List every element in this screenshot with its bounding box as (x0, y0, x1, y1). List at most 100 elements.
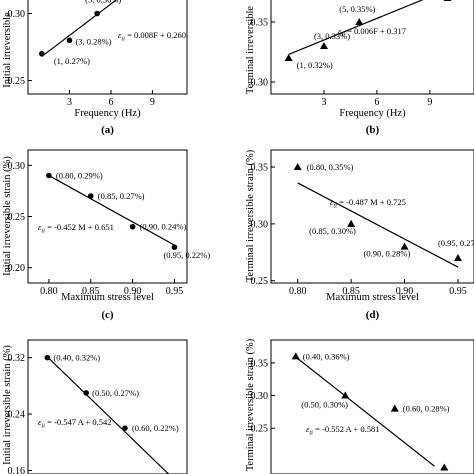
x-tick-label: 0.85 (342, 286, 360, 297)
y-tick-label: 0.30 (251, 219, 269, 230)
equation-label: εii = -0.452 M + 0.651 (38, 222, 114, 235)
y-axis-label: Initial irreversible (2, 12, 13, 88)
data-point-label: (0.85, 0.30%) (309, 226, 356, 236)
data-point-label: (1, 0.27%) (54, 56, 90, 66)
fit-line (48, 175, 175, 246)
y-tick-label: 0.24 (8, 410, 26, 421)
plot-frame (270, 149, 474, 284)
x-tick-label: 0.90 (396, 286, 414, 297)
x-tick-label: 0.95 (449, 286, 467, 297)
data-point-triangle (291, 352, 300, 360)
data-point-label: (0.90, 0.24%) (140, 222, 187, 232)
chart-panel-5: 0.16 0.24 0.32 (0.40, 0.32%) (0.50, 0.27%) (0… (2, 339, 188, 474)
data-point-circle (87, 193, 94, 199)
x-tick-label: 0.90 (124, 286, 142, 297)
data-point-triangle (390, 404, 399, 412)
fit-line (46, 356, 170, 474)
plot-frame (270, 0, 474, 95)
equation-label: εii = 0.008F + 0.260 (118, 30, 186, 43)
y-tick-label: 0.30 (8, 161, 26, 172)
y-axis-label: Terminal irreversible strain (%) (245, 338, 256, 471)
data-point-label: (0.40, 0.36%) (303, 351, 350, 361)
data-point-label: (0.95, 0.22%) (163, 250, 210, 260)
plot-frame (270, 339, 474, 474)
chart-panel-2: 0.30 0.35 3 6 9 (1, 0.32%) (3, 0.33%) (5, 0.35%… (245, 0, 474, 136)
data-point-triangle (319, 42, 328, 49)
data-point-triangle (443, 0, 452, 1)
x-tick-label: 0.80 (289, 286, 307, 297)
data-point-circle (94, 10, 100, 17)
y-axis-label: Terminal irreversible strain (%) (245, 149, 256, 282)
data-point-circle (46, 172, 52, 179)
data-point-label: (0.60, 0.28%) (403, 404, 450, 414)
y-tick-label: 0.20 (8, 263, 26, 274)
y-tick-label: 0.30 (251, 78, 269, 89)
x-tick-label: 9 (150, 97, 155, 108)
chart-panel-6: 0.25 0.30 0.35 (0.40, 0.36%) (0.50, 0.30%) (0… (245, 338, 474, 474)
x-tick-label: 3 (321, 97, 326, 108)
data-point-triangle (440, 463, 449, 471)
y-tick-label: 0.30 (251, 391, 269, 402)
x-axis-label: Maximum stress level (61, 292, 154, 303)
y-tick-label: 0.25 (251, 276, 269, 287)
data-point-label: (5, 0.35%) (339, 4, 375, 14)
y-axis-label: Initial irreversible strain (%) (2, 345, 13, 465)
fit-line (295, 356, 435, 467)
data-point-label: (0.40, 0.32%) (53, 353, 100, 363)
y-tick-label: 0.35 (251, 18, 269, 29)
x-tick-label: 0.85 (82, 286, 100, 297)
y-tick-label: 0.35 (251, 163, 269, 174)
plot-frame (27, 149, 188, 284)
data-point-triangle (400, 242, 409, 250)
data-point-label: (0.70, 0.19%) (420, 472, 467, 474)
data-point-triangle (293, 163, 302, 171)
data-point-triangle (284, 54, 293, 61)
y-tick-label: 0.35 (251, 358, 269, 369)
data-point-circle (129, 223, 136, 230)
chart-panel-4: 0.25 0.30 0.35 0.80 0.85 0.90 0.95 (0.80, 0.35%… (245, 149, 474, 321)
fit-line (297, 182, 459, 268)
panel-label: (b) (366, 124, 380, 136)
data-point-label: (0.85, 0.27%) (98, 191, 145, 201)
panel-label: (d) (366, 309, 380, 321)
data-point-label: (0.95, 0.27%) (438, 238, 474, 248)
y-tick-label: 0.30 (8, 9, 26, 20)
equation-label: εii = -0.547 A + 0.542 (38, 417, 111, 430)
fit-line (41, 0, 118, 57)
plot-frame (27, 0, 188, 95)
data-point-label: (0.90, 0.28%) (364, 249, 411, 259)
data-point-circle (83, 390, 89, 396)
x-axis-label: Frequency (Hz) (74, 108, 141, 119)
data-point-circle (122, 425, 128, 431)
chart-panel-3: 0.20 0.25 0.30 0.80 0.85 0.90 0.95 (0.80, 0.29%… (2, 149, 210, 321)
y-tick-label: 0.25 (251, 424, 269, 435)
data-point-label: (0.50, 0.27%) (92, 388, 139, 398)
data-point-label: (0.80, 0.29%) (56, 171, 103, 181)
x-tick-label: 6 (374, 97, 379, 108)
data-point-label: (0.50, 0.30%) (301, 400, 348, 410)
x-axis-label: Maximum stress level (326, 292, 419, 303)
data-point-label: (0.60, 0.22%) (132, 423, 179, 433)
plot-frame (27, 339, 188, 474)
data-point-triangle (347, 219, 356, 227)
data-point-circle (171, 244, 178, 250)
equation-label: εti = 0.006F + 0.317 (338, 26, 406, 39)
data-point-circle (66, 37, 73, 44)
y-axis-label: Terminal irreversible (245, 6, 256, 95)
data-point-triangle (341, 391, 350, 399)
y-axis-label: Initial irreversible strain (%) (2, 156, 13, 276)
equation-label: εti = -0.487 M + 0.725 (330, 197, 406, 210)
data-point-triangle (355, 18, 364, 25)
x-tick-label: 9 (427, 97, 432, 108)
x-axis-label: Frequency (Hz) (339, 108, 406, 119)
data-point-label: (3, 0.28%) (75, 36, 111, 46)
x-tick-label: 0.80 (40, 286, 58, 297)
y-tick-label: 0.25 (8, 76, 26, 87)
panel-label: (c) (101, 309, 114, 321)
x-tick-label: 0.95 (166, 286, 184, 297)
equation-label: εti = -0.552 A + 0.581 (306, 424, 379, 437)
panel-label: (a) (101, 124, 114, 136)
data-point-label: (5, 0.30%) (85, 0, 121, 5)
